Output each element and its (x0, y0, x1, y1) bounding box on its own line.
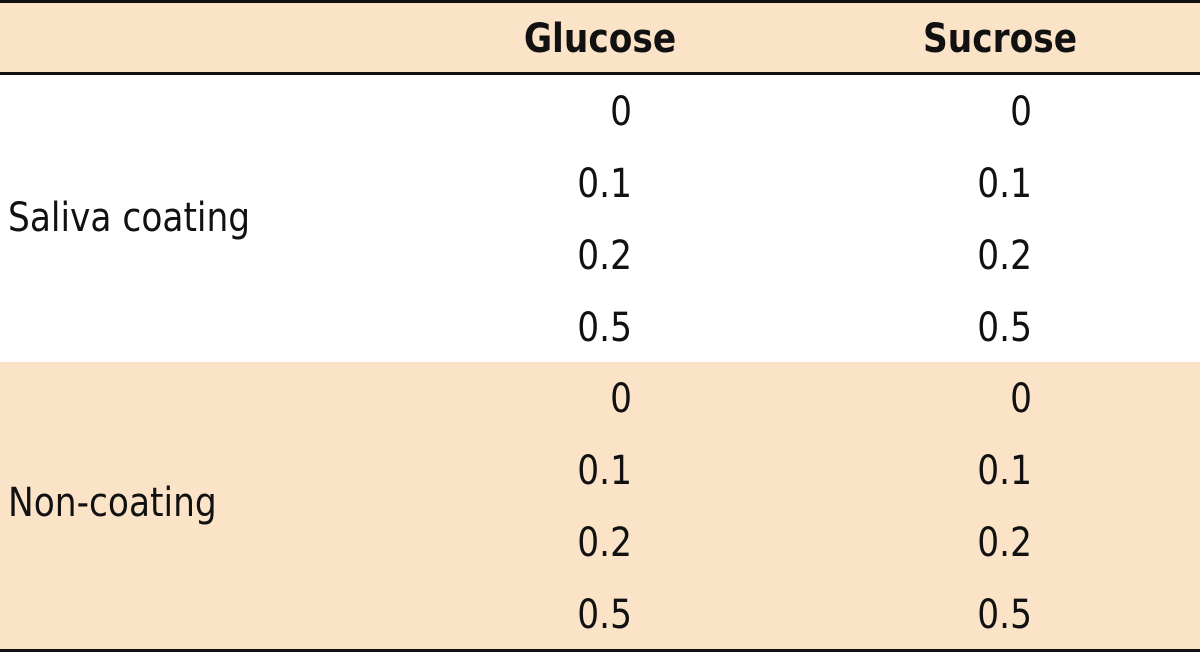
table-cell: 0 (610, 376, 632, 422)
table-cell: 0.5 (577, 305, 632, 351)
table-cell: 0.2 (977, 233, 1032, 279)
table-bottom-rule (0, 649, 1200, 652)
row-label-saliva-coating: Saliva coating (8, 195, 251, 241)
row-group-saliva-coating: Saliva coating 0 0 0.1 0.1 0.2 0.2 0.5 0… (0, 75, 1200, 362)
table-cell: 0.1 (977, 448, 1032, 494)
table-cell: 0 (610, 89, 632, 135)
table-header-row: Glucose Sucrose (0, 3, 1200, 72)
table-header-rule (0, 72, 1200, 75)
row-group-non-coating: Non-coating 0 0 0.1 0.1 0.2 0.2 0.5 0.5 (0, 362, 1200, 649)
table-cell: 0.5 (577, 592, 632, 638)
column-header-sucrose: Sucrose (922, 16, 1078, 62)
table-cell: 0.5 (977, 592, 1032, 638)
row-label-non-coating: Non-coating (8, 480, 217, 526)
column-header-glucose: Glucose (523, 16, 677, 62)
table-cell: 0.1 (977, 161, 1032, 207)
table-cell: 0.2 (977, 520, 1032, 566)
table-cell: 0 (1010, 376, 1032, 422)
table-cell: 0.2 (577, 520, 632, 566)
table-cell: 0 (1010, 89, 1032, 135)
table-cell: 0.1 (577, 161, 632, 207)
table-cell: 0.5 (977, 305, 1032, 351)
table-top-rule (0, 0, 1200, 3)
table-cell: 0.1 (577, 448, 632, 494)
table-cell: 0.2 (577, 233, 632, 279)
